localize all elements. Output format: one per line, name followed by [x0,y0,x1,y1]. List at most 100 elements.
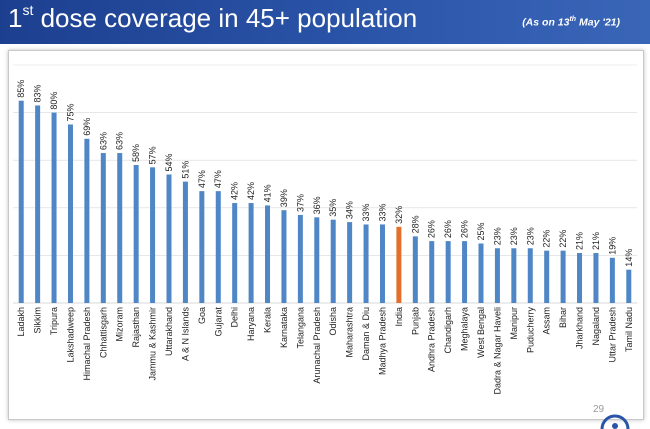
bar [626,269,632,303]
bar [314,217,320,303]
bar [544,250,550,303]
category-label: Delhi [230,307,240,328]
category-label: Chhattisgarh [98,307,108,358]
category-label: Rajasthan [131,307,141,348]
data-label: 39% [279,189,289,207]
data-label: 80% [49,92,59,110]
bar [429,241,435,303]
title-banner: 1st dose coverage in 45+ population (As … [0,0,650,44]
data-label: 42% [246,182,256,200]
bar [330,219,336,303]
bar [35,105,41,304]
data-label: 19% [607,237,617,255]
category-label: Uttarakhand [164,307,174,356]
category-label: Sikkim [33,307,43,334]
category-label: Mizoram [115,307,125,342]
bar [51,112,57,303]
data-label: 54% [164,153,174,171]
category-label: Arunachal Pradesh [312,307,322,384]
data-label: 14% [624,249,634,267]
bar [18,100,24,303]
data-label: 32% [394,206,404,224]
category-label: Odisha [328,307,338,336]
data-label: 37% [295,194,305,212]
pib-logo-icon [600,414,630,429]
bar [379,224,385,303]
data-label: 42% [230,182,240,200]
category-label: West Bengal [476,307,486,358]
bar [560,250,566,303]
data-label: 21% [591,232,601,250]
data-label: 26% [427,220,437,238]
bar [67,124,73,303]
data-label: 85% [16,80,26,98]
category-label: Gujarat [213,307,223,337]
category-label: A & N Islands [180,307,190,362]
bar [347,222,353,303]
category-label: Maharashtra [345,307,355,358]
category-label: Ladakh [16,307,26,337]
data-label: 57% [148,146,158,164]
data-label: 22% [558,230,568,248]
category-label: Jharkhand [575,307,585,349]
bar [265,205,271,303]
bar [199,191,205,303]
data-label: 47% [197,170,207,188]
data-label: 69% [82,118,92,136]
category-label: Tripura [49,307,59,335]
bar [150,167,156,303]
bar [527,248,533,303]
bar [232,203,238,303]
category-label: Uttar Pradesh [607,307,617,363]
category-label: Assam [542,307,552,335]
category-label: Telangana [295,307,305,349]
data-label: 75% [65,103,75,121]
slide-number: 29 [593,404,605,415]
data-label: 21% [575,232,585,250]
data-label: 51% [180,161,190,179]
category-label: Tamil Nadu [624,307,634,352]
category-label: Puducherry [525,307,535,354]
as-on-date: (As on 13th May '21) [522,16,620,29]
category-label: Jammu & Kashmir [148,307,158,381]
data-label: 63% [98,132,108,150]
category-label: Karnataka [279,307,289,348]
category-label: Meghalaya [460,307,470,351]
category-label: Dadra & Nagar Haveli [492,307,502,395]
bar [363,224,369,303]
category-label: Punjab [410,307,420,335]
bar [412,236,418,303]
data-label: 22% [542,230,552,248]
chart-panel: 85% Ladakh 83% Sikkim 80% Tripura 75% Lakshadwe… [8,50,644,420]
bar [297,214,303,303]
bar [248,203,254,303]
bar [511,248,517,303]
category-label: Kerala [263,307,273,333]
category-label: Madhya Pradesh [377,307,387,375]
data-label: 47% [213,170,223,188]
data-label: 63% [115,132,125,150]
category-label: Haryana [246,307,256,341]
bar [281,210,287,303]
bar [182,181,188,303]
data-label: 25% [476,222,486,240]
bar [396,226,402,303]
data-label: 41% [263,184,273,202]
data-label: 33% [361,203,371,221]
data-label: 33% [377,203,387,221]
category-label: Andhra Pradesh [427,307,437,372]
data-label: 23% [492,227,502,245]
category-label: Nagaland [591,307,601,346]
bar [84,138,90,303]
page-title: 1st dose coverage in 45+ population [8,2,418,33]
bar [462,241,468,303]
bar [166,174,172,303]
category-label: Manipur [509,307,519,340]
bar-chart: 85% Ladakh 83% Sikkim 80% Tripura 75% Lakshadwe… [13,64,637,395]
bar [609,257,615,303]
bar [445,241,451,303]
category-label: Goa [197,307,207,324]
bar [478,243,484,303]
category-label: Himachal Pradesh [82,307,92,381]
bar [215,191,221,303]
